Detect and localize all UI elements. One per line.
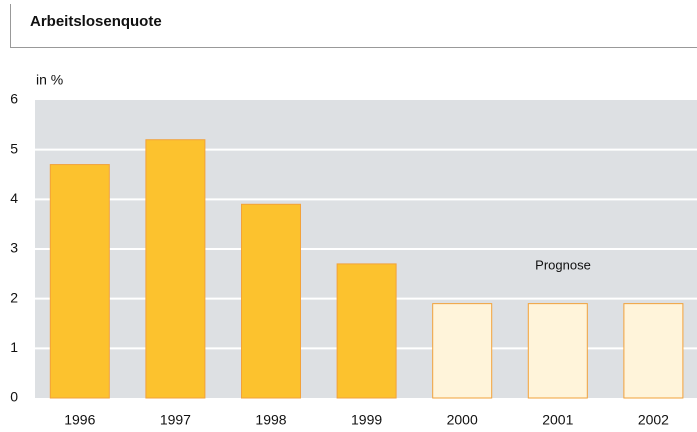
bar	[241, 203, 301, 399]
chart-title: Arbeitslosenquote	[30, 13, 162, 30]
bar	[432, 303, 493, 399]
bar	[336, 263, 397, 399]
x-tick-label: 2002	[638, 412, 669, 428]
bar	[49, 164, 110, 399]
x-tick-label: 2000	[447, 412, 478, 428]
y-tick-label: 4	[10, 190, 18, 206]
bar	[145, 139, 206, 399]
x-tick-label: 2001	[542, 412, 573, 428]
y-tick-label: 5	[10, 140, 18, 156]
x-tick-label: 1998	[255, 412, 286, 428]
x-tick-label: 1997	[160, 412, 191, 428]
x-tick-label: 1999	[351, 412, 382, 428]
annotation: Prognose	[535, 257, 591, 272]
x-tick-label: 1996	[64, 412, 95, 428]
bar	[623, 303, 684, 399]
y-tick-label: 6	[10, 91, 18, 107]
y-tick-label: 2	[10, 289, 18, 305]
y-axis-label: in %	[36, 72, 63, 88]
y-tick-label: 1	[10, 339, 18, 355]
y-tick-label: 0	[10, 389, 18, 405]
bar	[527, 303, 588, 399]
y-tick-label: 3	[10, 240, 18, 256]
